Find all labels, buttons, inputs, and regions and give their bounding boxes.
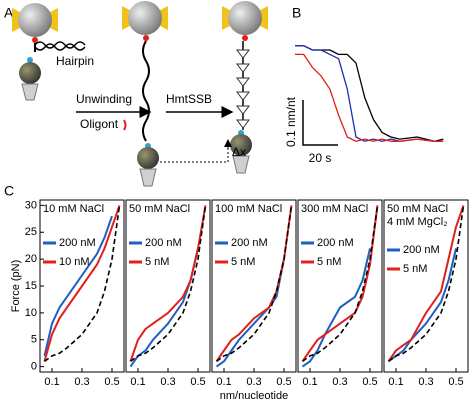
legend-label: 200 nM [145, 237, 182, 249]
legend-label: 5 nM [231, 256, 255, 268]
x-tick-label: 0.1 [130, 376, 145, 388]
legend-label: 200 nM [59, 237, 96, 249]
panel-title: 50 mM NaCl [387, 203, 448, 215]
data-line [295, 45, 444, 142]
y-axis-label: Force (pN) [10, 260, 22, 313]
data-line [43, 215, 113, 357]
x-tick-label: 0.3 [74, 376, 89, 388]
plot-frame [211, 199, 297, 373]
panel-label: B [292, 5, 301, 21]
model-line [216, 205, 293, 362]
plot-frame [125, 199, 211, 373]
model-line [302, 205, 379, 362]
panel-title: 300 mM NaCl [301, 203, 368, 215]
schematic: Hairpin Unwinding Oligont HmtSSB [12, 1, 268, 187]
x-tick-label: 0.5 [362, 376, 377, 388]
model-line [130, 205, 207, 362]
plot-frame [297, 199, 383, 373]
legend-label: 5 nM [403, 263, 427, 275]
scale-label: 20 s [309, 151, 332, 165]
data-line [301, 205, 379, 362]
data-line [215, 205, 293, 362]
x-tick-label: 0.1 [216, 376, 231, 388]
y-tick-label: 5 [31, 334, 37, 346]
x-tick-label: 0.5 [104, 376, 119, 388]
x-tick-label: 0.1 [44, 376, 59, 388]
x-tick-label: 0.5 [276, 376, 291, 388]
x-tick-label: 0.1 [302, 376, 317, 388]
model-line [388, 205, 465, 362]
trap-3 [222, 1, 268, 174]
panel-subtitle: 4 mM MgCl₂ [387, 216, 448, 228]
data-line [295, 53, 444, 142]
y-tick-label: 25 [25, 226, 37, 238]
x-tick-label: 0.3 [246, 376, 261, 388]
legend-label: 5 nM [317, 256, 341, 268]
y-tick-label: 0 [31, 361, 37, 373]
data-line [387, 205, 465, 362]
data-line [215, 258, 285, 368]
data-line [129, 205, 207, 362]
scale-bar [302, 100, 338, 146]
y-tick-label: 10 [25, 307, 37, 319]
label: HmtSSB [166, 92, 212, 106]
y-tick-label: 30 [25, 199, 37, 211]
x-tick-label: 0.3 [160, 376, 175, 388]
x-tick-label: 0.3 [418, 376, 433, 388]
label: Unwinding [76, 92, 132, 106]
panel-label: C [4, 183, 14, 199]
label: Oligont [80, 117, 119, 131]
scale-label: 0.1 nm/nt [284, 96, 298, 147]
data-line [301, 248, 371, 368]
x-axis-label: nm/nucleotide [220, 390, 289, 402]
trap-2 [122, 1, 168, 187]
data-line [43, 205, 121, 362]
label: Hairpin [56, 54, 94, 68]
panel-title: 50 mM NaCl [129, 203, 190, 215]
y-tick-label: 20 [25, 253, 37, 265]
label: Δx [232, 145, 246, 159]
legend-label: 10 nM [59, 256, 90, 268]
legend-label: 200 nM [403, 244, 440, 256]
y-tick-label: 15 [25, 280, 37, 292]
panel-label: A [4, 5, 14, 21]
legend-label: 200 nM [317, 237, 354, 249]
x-tick-label: 0.1 [388, 376, 403, 388]
x-tick-label: 0.5 [448, 376, 463, 388]
panel-title: 100 mM NaCl [215, 203, 282, 215]
x-tick-label: 0.5 [190, 376, 205, 388]
x-tick-label: 0.3 [332, 376, 347, 388]
data-line [295, 45, 444, 142]
trap-1 [12, 3, 86, 101]
panel-title: 10 mM NaCl [43, 203, 104, 215]
model-line [44, 205, 121, 362]
legend-label: 200 nM [231, 237, 268, 249]
legend-label: 5 nM [145, 256, 169, 268]
